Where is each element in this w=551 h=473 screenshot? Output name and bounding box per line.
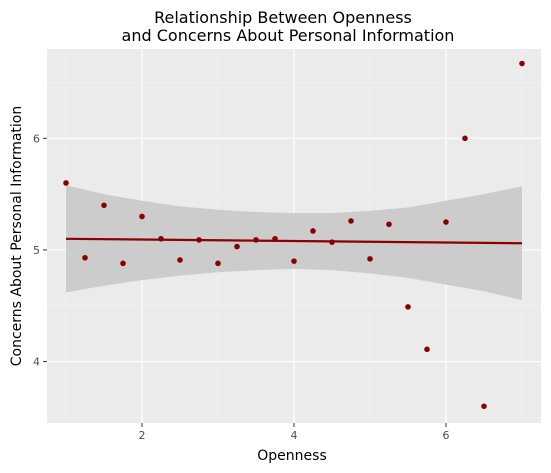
data-point: [120, 260, 126, 267]
data-point: [310, 228, 316, 234]
data-point: [329, 239, 335, 245]
y-tick-label: 4: [33, 356, 40, 369]
chart-title-line-1: Relationship Between Openness: [154, 8, 412, 27]
data-point: [443, 219, 449, 225]
x-axis-title: Openness: [257, 448, 326, 464]
data-point: [101, 202, 107, 209]
data-point: [234, 243, 240, 250]
data-point: [63, 180, 69, 186]
data-point: [177, 257, 183, 263]
y-axis-title: Concerns About Personal Information: [9, 106, 25, 367]
data-point: [462, 135, 468, 142]
confidence-band: [66, 185, 522, 301]
y-tick-label: 5: [33, 244, 40, 257]
chart-title-line-2: and Concerns About Personal Information: [122, 26, 455, 45]
x-axis-ticks: 2 4 6: [139, 423, 450, 442]
x-tick-label: 6: [443, 429, 450, 442]
data-point: [367, 256, 373, 262]
x-tick-label: 4: [291, 429, 298, 442]
data-points: [63, 60, 525, 410]
data-point: [215, 260, 221, 267]
data-point: [196, 237, 202, 243]
data-point: [386, 221, 392, 228]
x-tick-label: 2: [139, 429, 146, 442]
regression-line: [65, 237, 523, 245]
data-point: [519, 60, 525, 67]
data-point: [139, 213, 145, 220]
data-point: [272, 235, 278, 242]
data-point: [253, 237, 259, 243]
data-point: [291, 258, 297, 264]
data-point: [481, 403, 487, 410]
data-point: [348, 218, 354, 224]
data-point: [405, 304, 411, 310]
data-point: [158, 235, 164, 242]
data-point: [82, 254, 88, 261]
y-axis-ticks: 4 5 6: [33, 132, 47, 369]
data-point: [424, 346, 430, 353]
y-tick-label: 6: [33, 132, 40, 145]
